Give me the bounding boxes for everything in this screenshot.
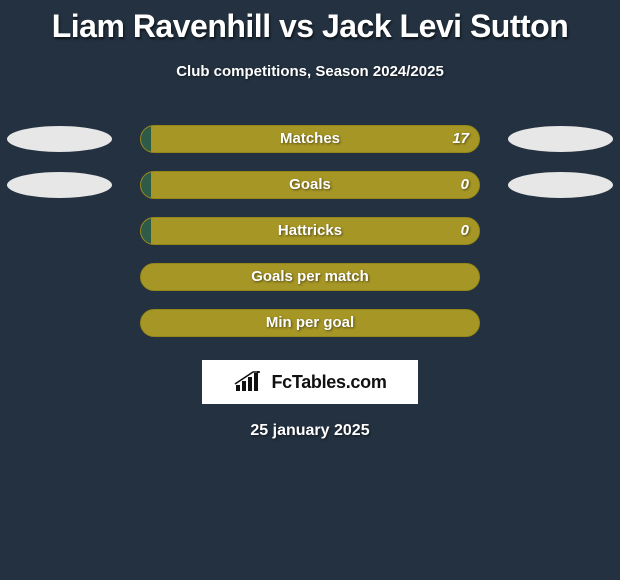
stat-bar: Goals per match <box>140 263 480 291</box>
stat-bar: Min per goal <box>140 309 480 337</box>
stat-label: Hattricks <box>141 222 479 239</box>
stat-bar: Matches17 <box>140 125 480 153</box>
stat-bar: Hattricks0 <box>140 217 480 245</box>
stat-value-right: 0 <box>461 222 469 239</box>
barchart-icon <box>233 371 267 393</box>
stat-label: Matches <box>141 130 479 147</box>
stat-value-right: 0 <box>461 176 469 193</box>
stat-row: Goals0 <box>0 162 620 208</box>
stat-value-right: 17 <box>452 130 469 147</box>
stat-row: Min per goal <box>0 300 620 346</box>
right-value-ellipse <box>508 172 613 198</box>
comparison-rows: Matches17Goals0Hattricks0Goals per match… <box>0 116 620 346</box>
left-value-ellipse <box>7 126 112 152</box>
stat-label: Min per goal <box>141 314 479 331</box>
date-text: 25 january 2025 <box>0 422 620 440</box>
stat-row: Matches17 <box>0 116 620 162</box>
stat-bar: Goals0 <box>140 171 480 199</box>
bar-fill-left <box>141 126 151 152</box>
right-value-ellipse <box>508 126 613 152</box>
logo-text: FcTables.com <box>271 372 386 393</box>
bar-fill-left <box>141 172 151 198</box>
stat-label: Goals <box>141 176 479 193</box>
bar-fill-left <box>141 218 151 244</box>
stat-label: Goals per match <box>141 268 479 285</box>
stat-row: Hattricks0 <box>0 208 620 254</box>
subtitle: Club competitions, Season 2024/2025 <box>0 63 620 80</box>
logo-box: FcTables.com <box>202 360 418 404</box>
page-title: Liam Ravenhill vs Jack Levi Sutton <box>0 0 620 45</box>
left-value-ellipse <box>7 172 112 198</box>
stat-row: Goals per match <box>0 254 620 300</box>
